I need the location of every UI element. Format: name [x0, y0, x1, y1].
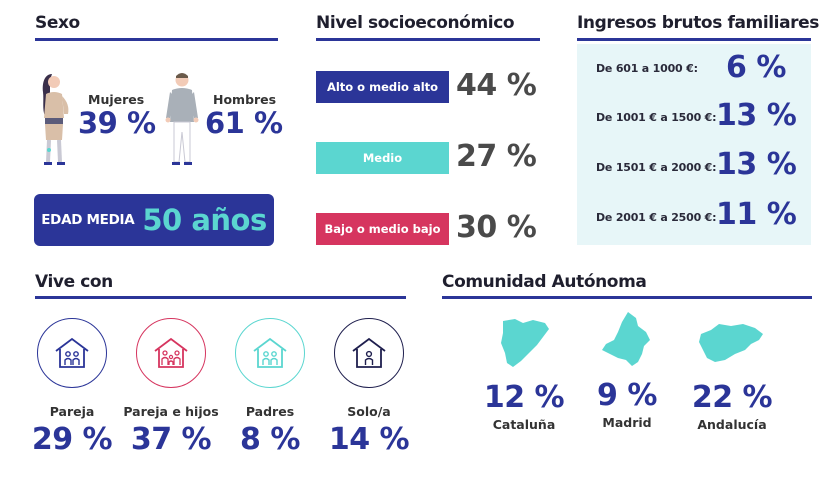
vive-value-pareja-hijos: 37 % — [130, 422, 212, 457]
parents-house-icon — [253, 337, 287, 368]
vive-value-solo: 14 % — [328, 422, 410, 457]
ingresos-value-2: 13 % — [716, 98, 797, 133]
nivel-label-bajo: Bajo o medio bajo — [324, 222, 441, 236]
ingresos-label-4: De 2001 € a 2500 €: — [596, 211, 717, 224]
vive-label-solo: Solo/a — [347, 404, 391, 419]
nivel-label-medio: Medio — [362, 151, 403, 165]
ingresos-value-4: 11 % — [716, 197, 797, 232]
edad-media-value: 50 años — [142, 203, 267, 237]
nivel-value-bajo: 30 % — [456, 210, 537, 245]
ingresos-panel — [577, 44, 811, 245]
vive-circle-pareja — [37, 318, 107, 388]
madrid-value: 9 % — [597, 378, 657, 413]
ingresos-title: Ingresos brutos familiares — [577, 13, 820, 33]
ingresos-value-1: 6 % — [726, 50, 786, 85]
vive-label-pareja: Pareja — [49, 404, 95, 419]
ingresos-rule — [577, 38, 811, 41]
nivel-label-alto: Alto o medio alto — [326, 80, 439, 94]
andalucia-label: Andalucía — [697, 417, 767, 432]
ingresos-value-3: 13 % — [716, 147, 797, 182]
vive-value-padres: 8 % — [240, 422, 300, 457]
sexo-title: Sexo — [35, 13, 80, 33]
nivel-value-medio: 27 % — [456, 139, 537, 174]
cataluna-label: Cataluña — [492, 417, 556, 432]
nivel-value-alto: 44 % — [456, 68, 537, 103]
comunidad-title: Comunidad Autónoma — [442, 272, 647, 292]
vive-circle-pareja-hijos — [136, 318, 206, 388]
andalucia-value: 22 % — [691, 380, 773, 415]
edad-media-badge: EDAD MEDIA 50 años — [34, 194, 274, 246]
vive-label-padres: Padres — [245, 404, 295, 419]
vive-label-pareja-hijos: Pareja e hijos — [123, 404, 219, 419]
cataluna-map-icon — [501, 319, 549, 367]
single-house-icon — [352, 337, 386, 368]
nivel-bar-alto: Alto o medio alto — [316, 71, 449, 103]
hombres-value: 61 % — [205, 106, 283, 140]
nivel-title: Nivel socioeconómico — [316, 13, 515, 33]
ingresos-label-1: De 601 a 1000 €: — [596, 62, 698, 75]
madrid-label: Madrid — [602, 415, 652, 430]
madrid-map-icon — [602, 312, 650, 366]
cataluna-value: 12 % — [483, 380, 565, 415]
vive-value-pareja: 29 % — [31, 422, 113, 457]
ingresos-label-2: De 1001 € a 1500 €: — [596, 111, 717, 124]
nivel-bar-medio: Medio — [316, 142, 449, 174]
couple-house-icon — [55, 337, 89, 368]
mujeres-label: Mujeres — [88, 92, 145, 107]
nivel-rule — [316, 38, 540, 41]
hombres-label: Hombres — [213, 92, 277, 107]
sexo-rule — [35, 38, 278, 41]
vive-circle-solo — [334, 318, 404, 388]
mujeres-value: 39 % — [78, 106, 156, 140]
ingresos-label-3: De 1501 € a 2000 €: — [596, 161, 717, 174]
vive-circle-padres — [235, 318, 305, 388]
man-figure-icon — [165, 73, 199, 165]
andalucia-map-icon — [699, 324, 763, 362]
comunidad-rule — [442, 296, 812, 299]
woman-figure-icon — [42, 74, 69, 165]
vive-rule — [35, 296, 406, 299]
family-house-icon — [154, 337, 188, 368]
nivel-bar-bajo: Bajo o medio bajo — [316, 213, 449, 245]
vive-title: Vive con — [35, 272, 113, 292]
edad-media-label: EDAD MEDIA — [41, 212, 135, 228]
